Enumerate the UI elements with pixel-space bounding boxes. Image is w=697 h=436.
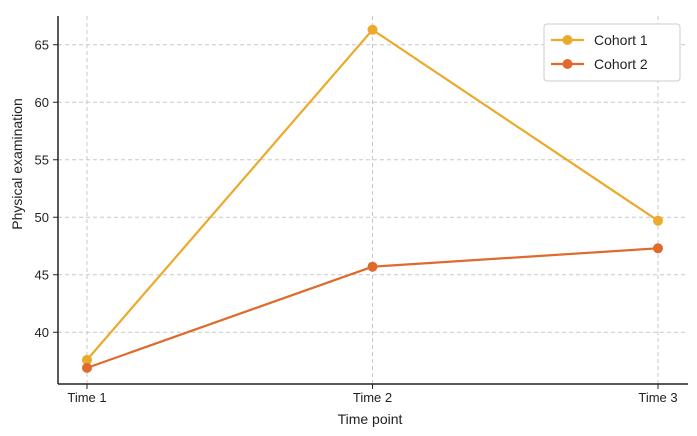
data-point (82, 354, 92, 365)
data-point (367, 24, 378, 35)
data-point (82, 362, 92, 373)
x-axis-label: Time point (338, 411, 403, 427)
legend-label: Cohort 2 (594, 56, 648, 72)
data-point (653, 243, 663, 254)
y-tick-label: 65 (35, 37, 49, 52)
y-axis-label: Physical examination (9, 98, 25, 230)
y-tick-label: 50 (35, 210, 49, 225)
y-tick-label: 40 (35, 325, 49, 340)
legend: Cohort 1 Cohort 2 (543, 23, 681, 82)
x-tick-label: Time 2 (353, 390, 392, 405)
grid-lines (58, 16, 688, 384)
legend-label: Cohort 1 (594, 32, 648, 48)
legend-box (543, 23, 681, 82)
y-tick-label: 55 (35, 152, 49, 167)
legend-marker (562, 59, 573, 69)
data-point (653, 215, 663, 226)
y-tick-label: 45 (35, 267, 49, 282)
legend-marker (562, 35, 573, 45)
x-tick-label: Time 1 (67, 390, 106, 405)
y-tick-label: 60 (35, 95, 49, 110)
data-point (367, 261, 378, 272)
y-ticks: 40 45 50 55 60 65 (35, 37, 58, 340)
x-tick-label: Time 3 (638, 390, 677, 405)
legend-entries: Cohort 1 Cohort 2 (551, 32, 648, 72)
series-1 (82, 24, 663, 365)
x-ticks: Time 1 Time 2 Time 3 (67, 384, 678, 405)
series (82, 24, 663, 373)
series-2 (82, 243, 663, 373)
